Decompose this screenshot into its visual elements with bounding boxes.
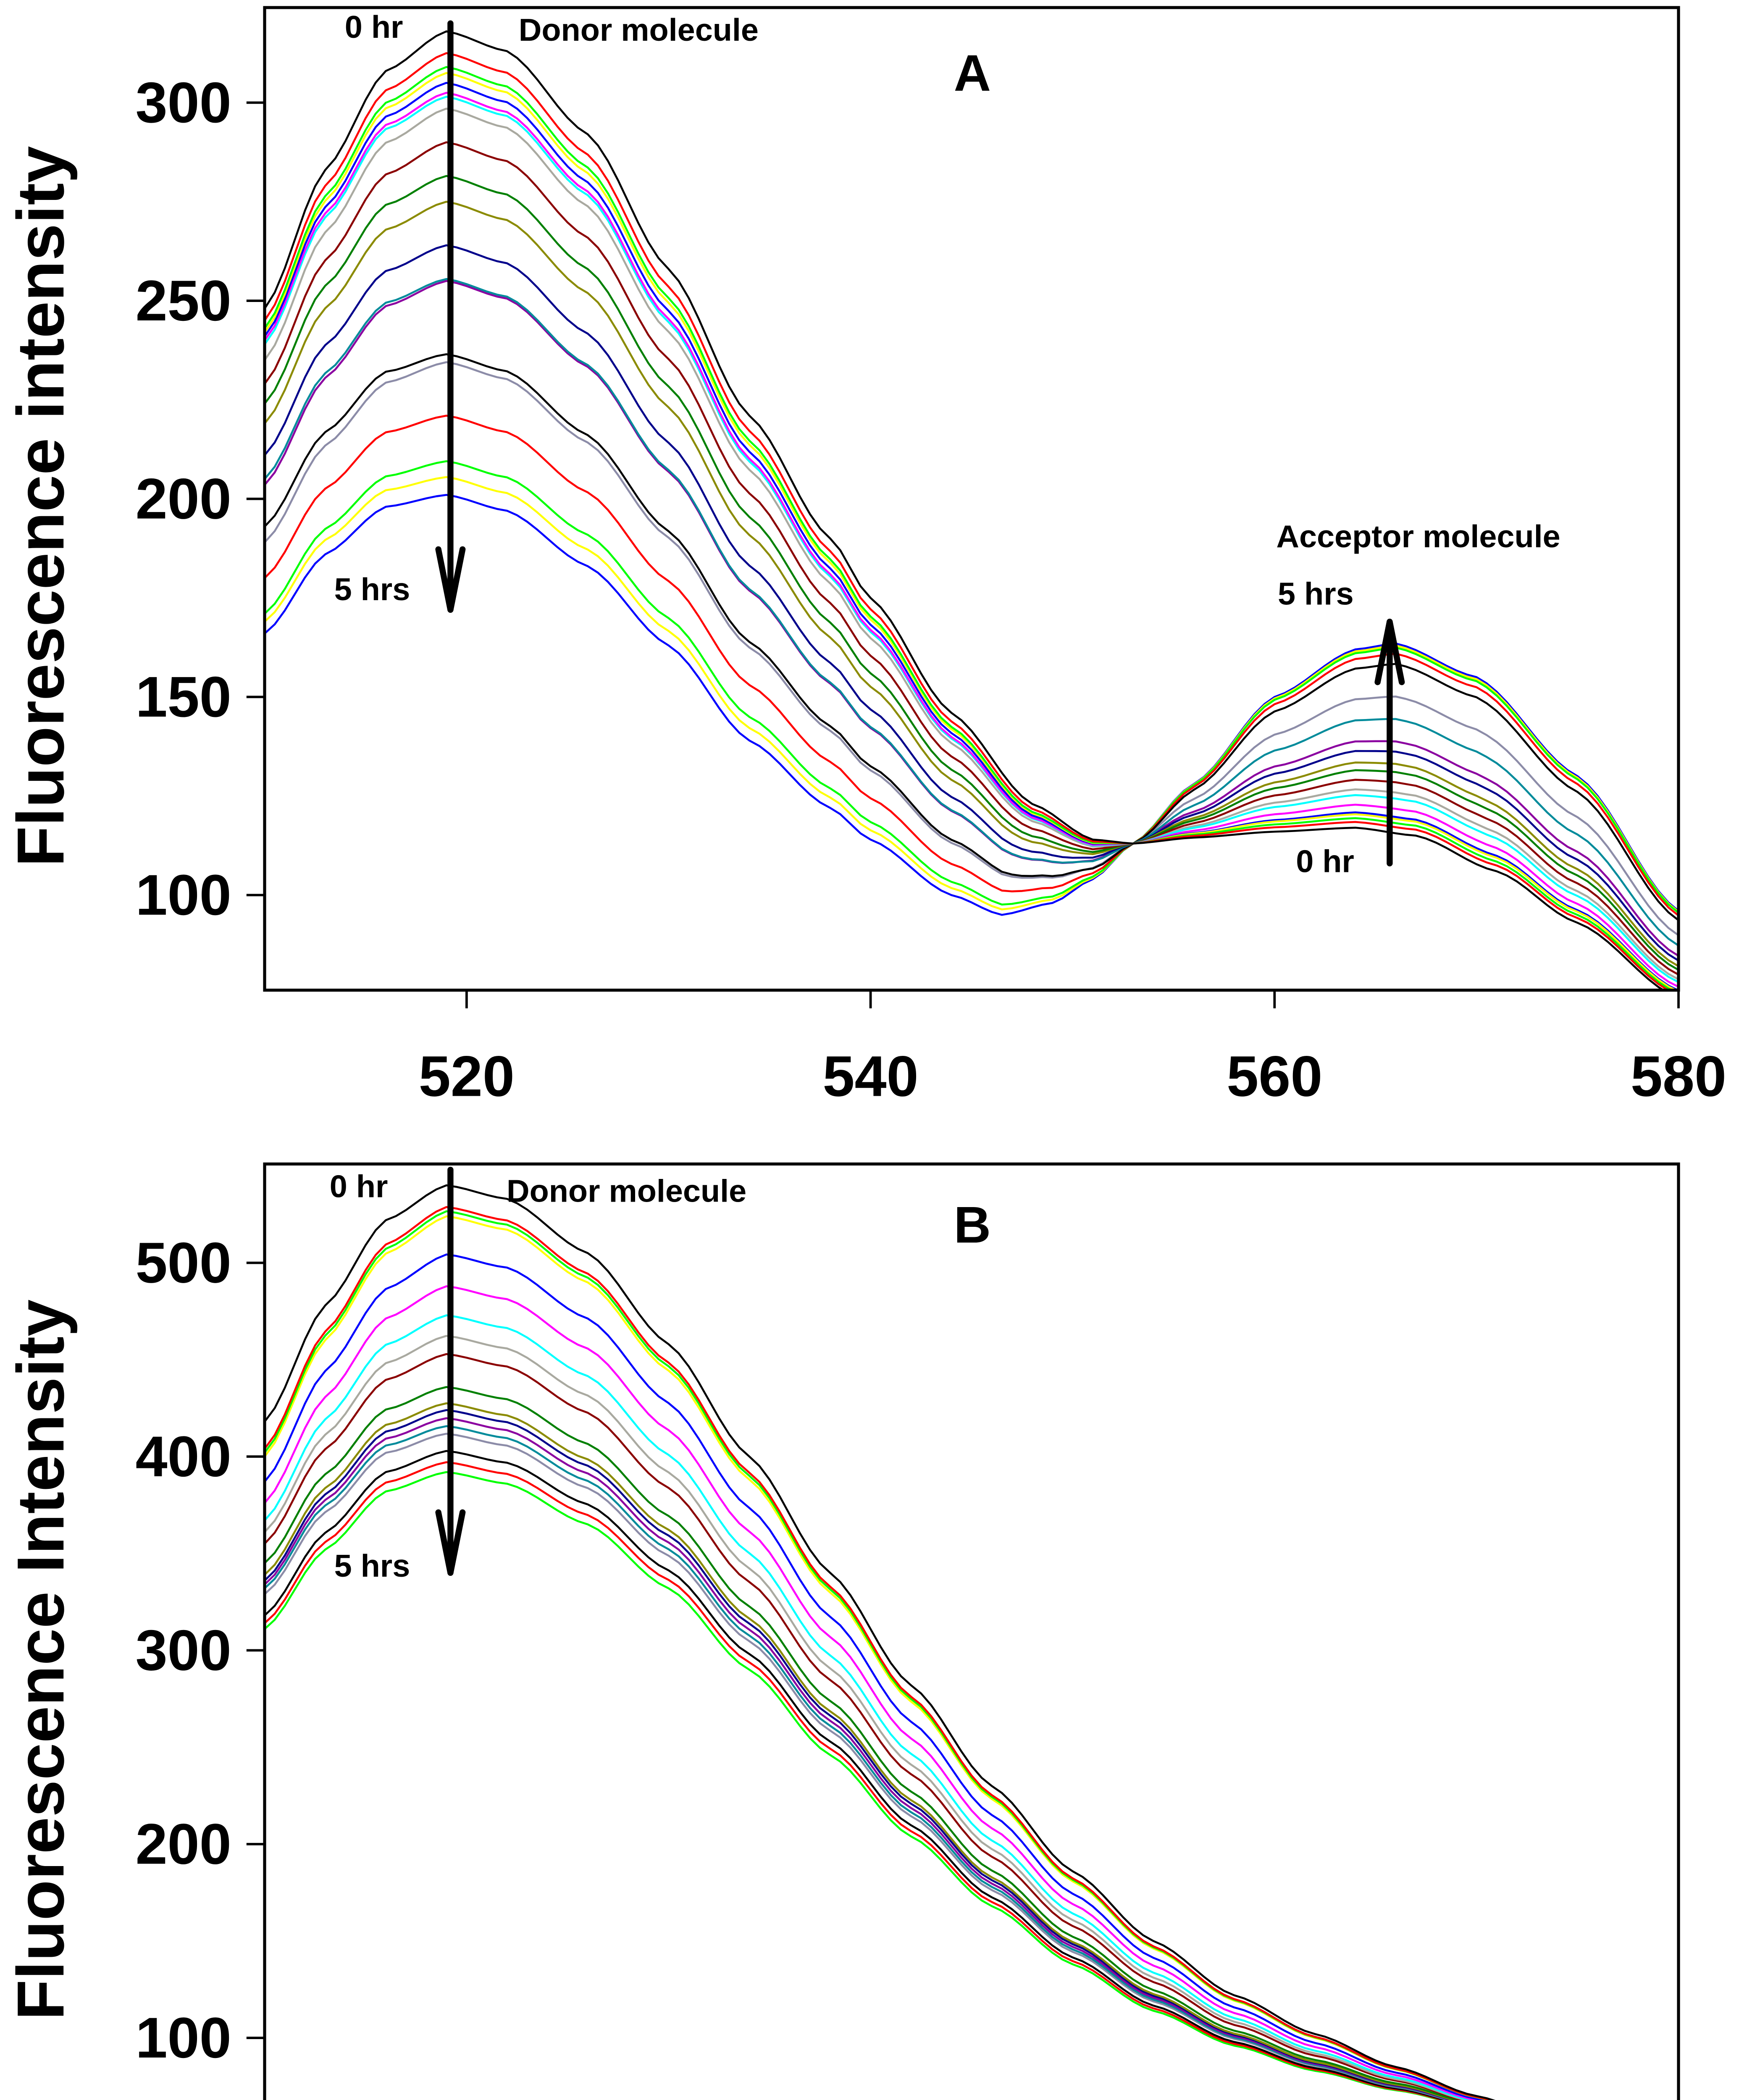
panel-a-x-tick-label: 580 — [1631, 1044, 1726, 1108]
panel-a-series-18 — [265, 460, 1679, 914]
panel-a-curves — [265, 30, 1679, 990]
panel-a-series-8 — [265, 108, 1679, 980]
panel-a-series-11 — [265, 200, 1679, 967]
panel-a-donor-5hrs-label: 5 hrs — [334, 572, 410, 607]
panel-b-y-axis-title: Fluorescence Intensity — [3, 1299, 78, 2020]
panel-a-y-tick-label: 300 — [136, 70, 231, 134]
panel-a-series-9 — [265, 141, 1679, 976]
panel-a-series-2 — [265, 52, 1670, 990]
panel-b-series-9 — [265, 1353, 1466, 2100]
panel-a-donor-0hr-label: 0 hr — [345, 10, 403, 45]
panel-b-donor-title: Donor molecule — [507, 1173, 746, 1209]
panel-a-series-6 — [265, 92, 1679, 988]
panel-a-series-4 — [265, 72, 1678, 990]
panel-b-series-10 — [265, 1386, 1461, 2100]
panel-a-donor-arrow — [435, 20, 466, 613]
panel-b-y-tick-label: 100 — [136, 2006, 231, 2070]
panel-b: 520540560580100200300400500 Fluorescence… — [3, 1162, 1680, 2100]
panel-a-series-12 — [265, 244, 1679, 962]
panel-a-x-tick-label: 520 — [419, 1044, 515, 1108]
panel-b-donor-0hr-label: 0 hr — [330, 1169, 388, 1205]
panel-b-y-tick-label: 400 — [136, 1424, 231, 1488]
panel-b-ticks: 520540560580100200300400500 — [136, 1231, 265, 2070]
panel-a-donor-title: Donor molecule — [519, 13, 759, 48]
panel-a-acceptor-arrow — [1374, 618, 1405, 866]
panel-b-frame — [263, 1162, 1680, 2100]
panel-b-y-tick-label: 300 — [136, 1618, 231, 1682]
panel-b-series-5 — [265, 1253, 1487, 2100]
panel-a-ticks: 520 540 560 580 100 150 200 250 300 — [136, 70, 1727, 1108]
panel-a-acceptor-5hrs-label: 5 hrs — [1278, 577, 1354, 612]
panel-a-series-13 — [265, 278, 1679, 947]
panel-b-series-6 — [265, 1285, 1482, 2100]
panel-a-acceptor-title: Acceptor molecule — [1276, 519, 1560, 554]
panel-a-y-tick-label: 100 — [136, 863, 231, 927]
panel-b-y-tick-label: 200 — [136, 1812, 231, 1876]
panel-b-donor-arrow — [435, 1167, 466, 1576]
panel-a-label: A — [954, 44, 991, 102]
panel-b-series-2 — [265, 1206, 1493, 2100]
panel-a-y-tick-label: 250 — [136, 268, 231, 333]
panel-a-series-5 — [265, 81, 1679, 990]
panel-a-series-3 — [265, 66, 1674, 990]
panel-a-acceptor-0hr-label: 0 hr — [1296, 844, 1354, 879]
panel-a-arrows — [435, 20, 1405, 866]
panel-b-series-1 — [265, 1184, 1496, 2100]
panel-b-series-16 — [265, 1450, 1448, 2100]
panel-b-donor-5hrs-label: 5 hrs — [334, 1549, 410, 1584]
panel-a-x-tick-label: 540 — [822, 1044, 918, 1108]
panel-b-series-7 — [265, 1314, 1475, 2100]
panel-a-y-tick-label: 150 — [136, 664, 231, 729]
panel-a-series-20 — [265, 494, 1679, 916]
panel-b-y-tick-label: 500 — [136, 1231, 231, 1295]
panel-a-series-1 — [265, 30, 1665, 990]
panel-b-arrows — [435, 1167, 466, 1576]
panel-a-series-15 — [265, 353, 1679, 921]
panel-a-series-16 — [265, 361, 1679, 936]
panel-a: 520 540 560 580 100 150 200 250 300 Fluorescence… — [3, 6, 1727, 1108]
panel-b-curves — [265, 1184, 1496, 2100]
panel-a-series-19 — [265, 476, 1679, 913]
panel-a-series-17 — [265, 415, 1679, 916]
panel-b-series-11 — [265, 1402, 1457, 2100]
panel-b-series-8 — [265, 1335, 1471, 2100]
panel-b-label: B — [954, 1196, 991, 1254]
panel-a-y-tick-label: 200 — [136, 467, 231, 531]
panel-a-x-tick-label: 560 — [1227, 1044, 1322, 1108]
panel-a-series-10 — [265, 175, 1679, 971]
panel-a-y-axis-title: Fluorescence intensity — [3, 146, 78, 867]
